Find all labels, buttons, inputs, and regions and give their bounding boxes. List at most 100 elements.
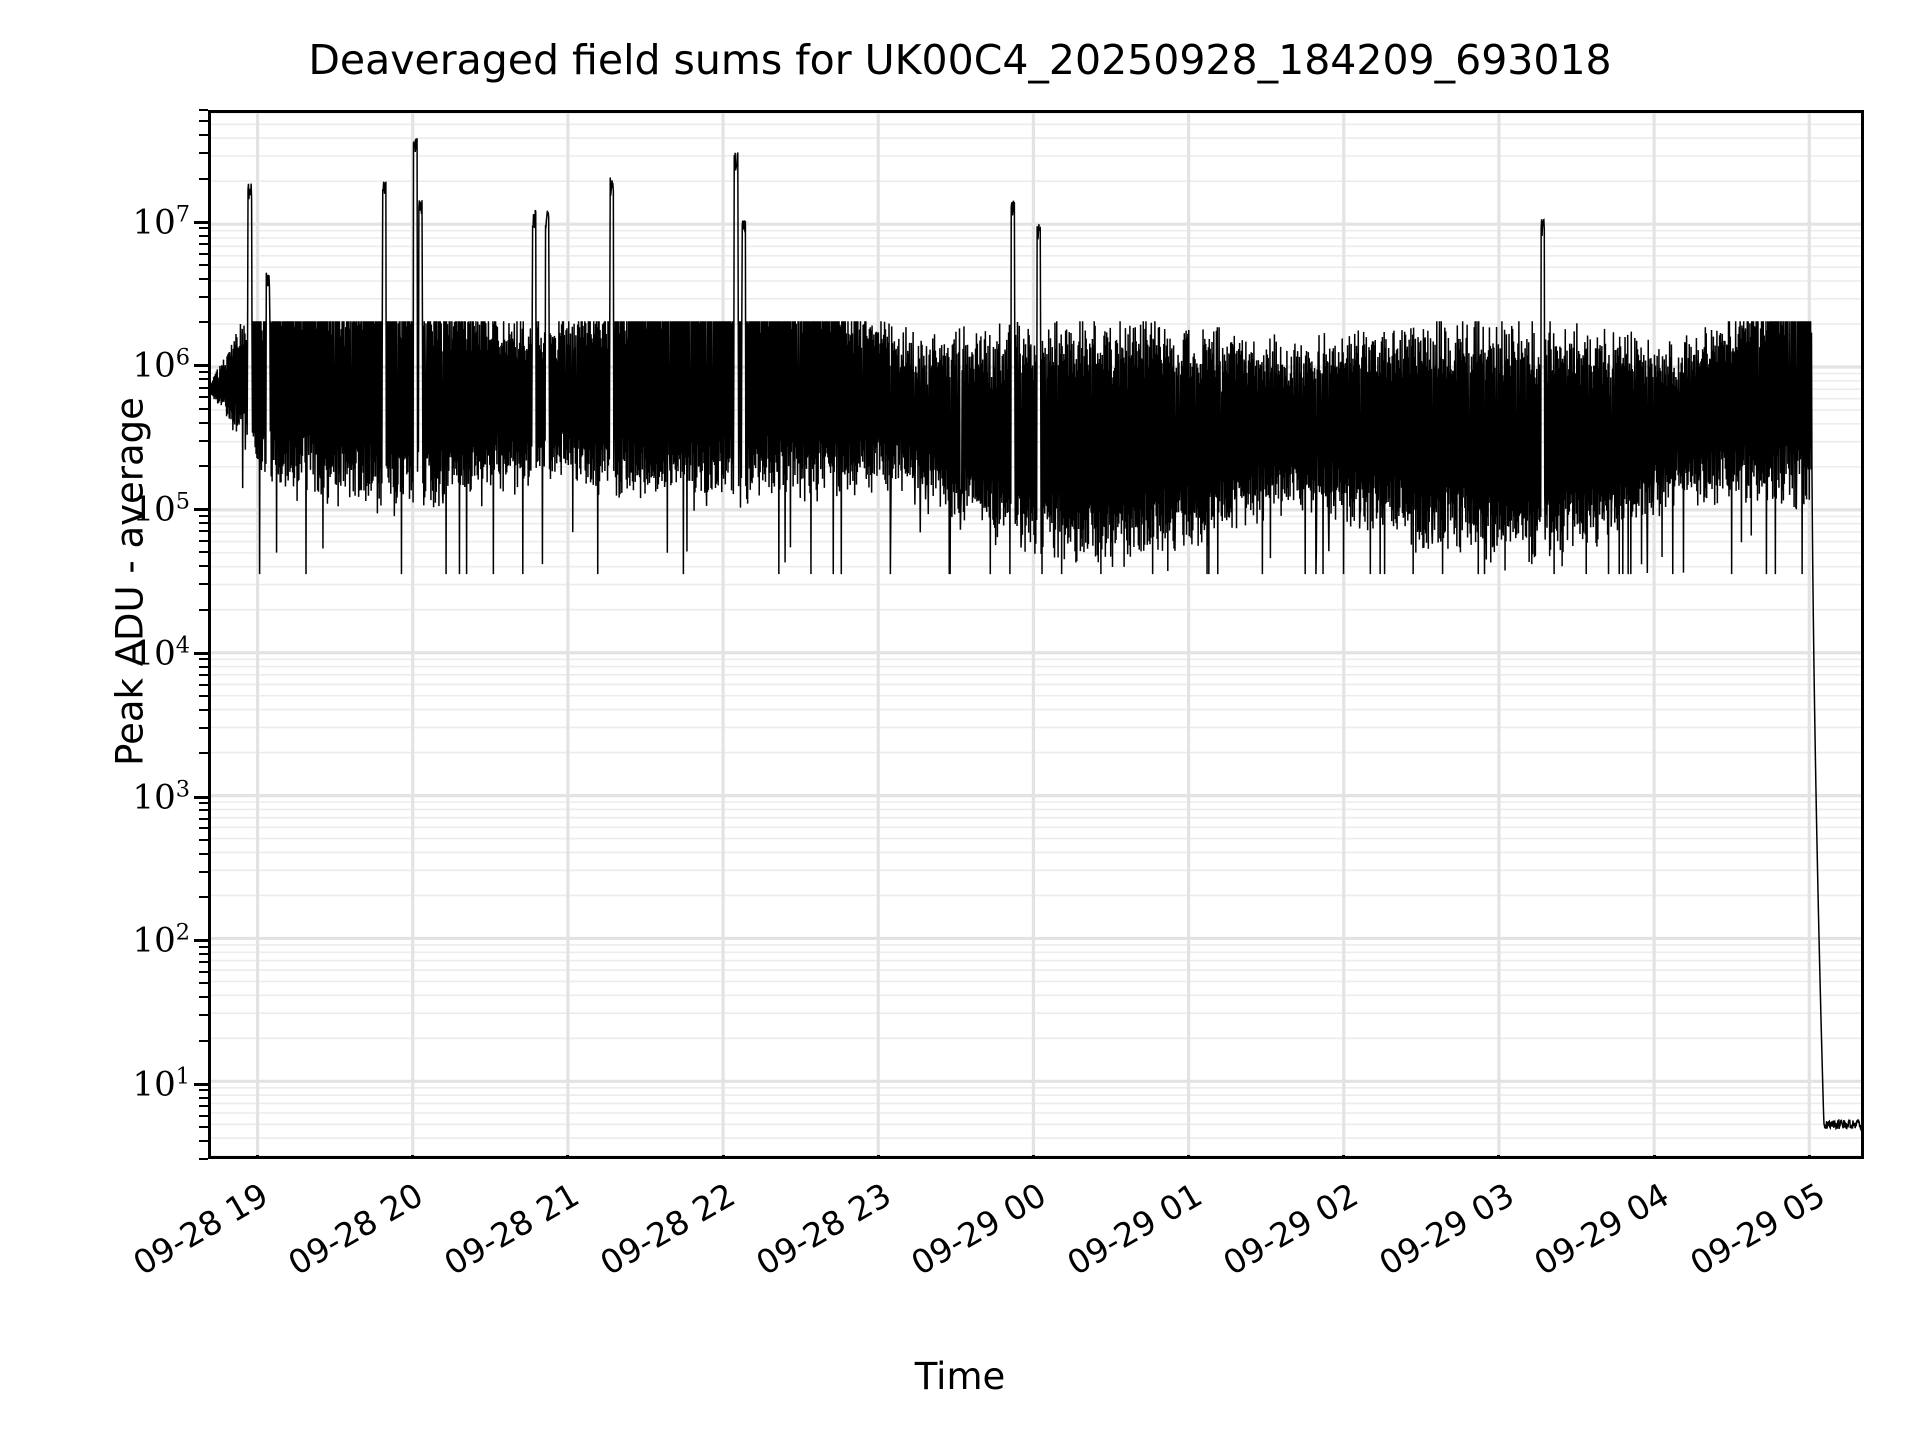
y-tick-mark-minor (199, 1126, 208, 1129)
y-tick-mark-minor (199, 530, 208, 533)
y-tick-mark-minor (199, 1039, 208, 1042)
data-series-line (211, 138, 1861, 1132)
y-tick-mark-minor (199, 583, 208, 586)
y-tick-label: 107 (132, 201, 190, 243)
x-tick-label: 09-28 22 (593, 1175, 742, 1283)
y-tick-mark-minor (199, 514, 208, 517)
y-tick-mark-minor (199, 407, 208, 410)
y-tick-mark-minor (199, 551, 208, 554)
y-tick-mark-minor (199, 109, 208, 111)
y-tick-mark-minor (199, 982, 208, 985)
x-tick-mark (876, 1155, 880, 1156)
y-tick-mark-minor (199, 709, 208, 711)
y-tick-mark-minor (199, 464, 208, 467)
x-tick-mark (256, 1155, 260, 1156)
x-tick-mark (1497, 1155, 1501, 1156)
x-tick-label: 09-28 19 (126, 1175, 275, 1283)
y-tick-mark-minor (199, 726, 208, 729)
y-tick-mark-minor (199, 277, 208, 280)
y-tick-mark (194, 220, 208, 224)
y-tick-label: 104 (132, 632, 190, 674)
y-tick-mark (194, 651, 208, 655)
x-tick-mark (1031, 1155, 1035, 1156)
y-tick-mark-minor (199, 1140, 208, 1143)
y-tick-mark-minor (199, 134, 208, 137)
x-tick-mark (1807, 1155, 1811, 1156)
y-tick-mark-minor (199, 321, 208, 324)
y-tick-mark-minor (199, 658, 208, 661)
y-tick-mark-minor (199, 809, 208, 812)
x-tick-mark (1342, 1155, 1346, 1156)
x-tick-mark (1652, 1155, 1656, 1156)
x-tick-mark (566, 1155, 570, 1156)
y-tick-mark (194, 508, 208, 512)
y-tick-label: 102 (132, 919, 190, 961)
y-tick-mark-minor (199, 827, 208, 830)
x-axis-label: Time (914, 1355, 1006, 1398)
y-tick-mark-minor (199, 1105, 208, 1108)
y-tick-mark-minor (199, 252, 208, 255)
y-tick-mark-minor (199, 1014, 208, 1017)
y-tick-mark-minor (199, 522, 208, 525)
y-tick-mark-minor (199, 683, 208, 686)
x-tick-label: 09-28 21 (437, 1175, 586, 1283)
y-tick-mark-minor (199, 817, 208, 820)
x-tick-label: 09-29 02 (1216, 1175, 1365, 1283)
x-tick-label: 09-29 05 (1683, 1175, 1832, 1283)
x-tick-label: 09-29 00 (904, 1175, 1053, 1283)
y-tick-mark-minor (199, 895, 208, 898)
series-path (211, 138, 1861, 1132)
y-tick-mark-minor (199, 695, 208, 698)
plot-area (208, 110, 1864, 1159)
y-tick-mark-minor (199, 752, 208, 755)
y-tick-mark-minor (199, 378, 208, 381)
y-tick-mark-minor (199, 565, 208, 568)
x-tick-label: 09-29 04 (1527, 1175, 1676, 1283)
y-tick-mark-minor (199, 971, 208, 974)
y-axis-label: Peak ADU - average (108, 397, 152, 766)
x-tick-mark (721, 1155, 725, 1156)
y-tick-mark-minor (199, 371, 208, 374)
x-tick-label: 09-29 01 (1060, 1175, 1209, 1283)
y-tick-mark-minor (199, 838, 208, 841)
y-tick-mark-minor (199, 674, 208, 677)
y-tick-mark-minor (199, 540, 208, 543)
y-tick-label: 105 (132, 488, 190, 530)
y-tick-label: 101 (132, 1063, 190, 1105)
y-tick-mark-minor (199, 295, 208, 298)
y-tick-mark (194, 364, 208, 368)
y-tick-mark (194, 795, 208, 799)
x-tick-mark (411, 1155, 415, 1156)
y-tick-mark-minor (199, 1096, 208, 1099)
y-tick-mark-minor (199, 177, 208, 180)
x-tick-label: 09-29 03 (1372, 1175, 1521, 1283)
y-tick-mark-minor (199, 996, 208, 999)
x-tick-mark (1187, 1155, 1191, 1156)
x-tick-label: 09-28 23 (749, 1175, 898, 1283)
y-tick-mark-minor (199, 264, 208, 267)
y-tick-mark-minor (199, 665, 208, 668)
y-tick-mark-minor (199, 152, 208, 155)
y-tick-mark-minor (199, 1158, 208, 1160)
y-tick-mark-minor (199, 852, 208, 855)
y-tick-mark-minor (199, 234, 208, 237)
y-tick-mark (194, 1082, 208, 1086)
y-tick-mark (194, 939, 208, 943)
chart-title: Deaveraged field sums for UK00C4_2025092… (308, 36, 1612, 84)
x-tick-label: 09-28 20 (281, 1175, 430, 1283)
y-tick-label: 106 (132, 344, 190, 387)
y-tick-mark-minor (199, 386, 208, 389)
y-tick-mark-minor (199, 945, 208, 948)
y-tick-mark-minor (199, 1089, 208, 1092)
y-tick-mark-minor (199, 953, 208, 956)
y-tick-mark-minor (199, 608, 208, 611)
y-tick-mark-minor (199, 439, 208, 442)
y-tick-mark-minor (199, 396, 208, 399)
y-tick-mark-minor (199, 870, 208, 873)
y-tick-mark-minor (199, 1114, 208, 1117)
y-tick-mark-minor (199, 802, 208, 805)
y-tick-mark-minor (199, 243, 208, 246)
y-tick-mark-minor (199, 421, 208, 424)
y-tick-label: 103 (132, 775, 190, 818)
